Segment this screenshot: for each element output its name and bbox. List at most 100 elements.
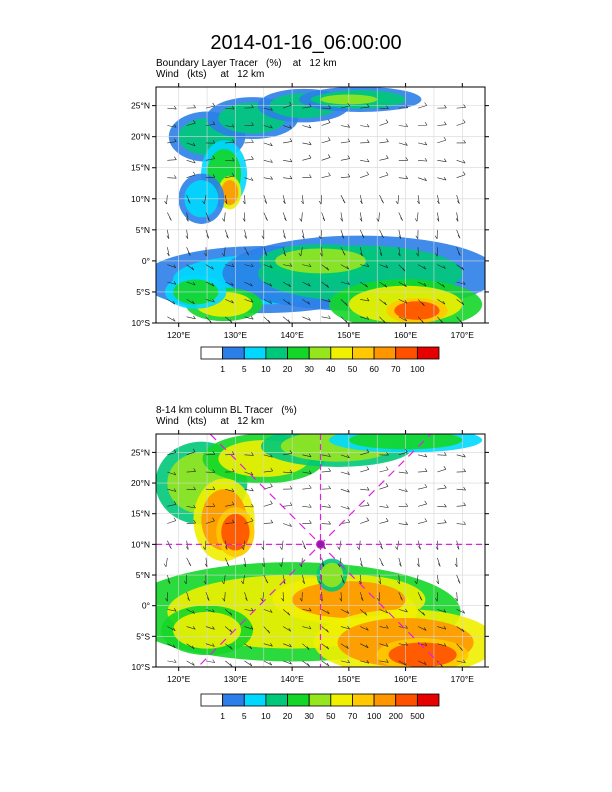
wind-barb-flag [250,316,254,320]
wind-barb-flag [366,316,370,320]
wind-barb [281,540,284,550]
wind-barb-flag [224,546,228,550]
wind-barb-flag [289,660,292,665]
wind-barb-flag [326,629,329,633]
wind-barb-flag [405,123,408,127]
wind-barb [186,451,196,456]
wind-barb [244,626,254,630]
wind-barb-flag [212,626,215,630]
wind-barb [263,557,265,567]
wind-barb [360,159,370,163]
x-tick-label: 120°E [167,330,191,340]
colorbar-label: 10 [261,711,271,721]
wind-barb [360,316,369,320]
wind-barb [360,660,369,664]
wind-barb [186,609,195,614]
wind-barb-flag [251,503,254,508]
wind-barb-flag [308,453,312,457]
wind-barb [321,557,325,567]
wind-barb-flag [173,627,176,631]
wind-barb [186,174,196,178]
wind-barb [263,454,273,458]
wind-barb-flag [306,646,310,650]
wind-barb [340,626,350,630]
wind-barb-flag [192,662,195,666]
wind-barb-flag [251,607,254,612]
wind-barb-flag [361,234,365,239]
wind-barb-flag [386,625,389,629]
wind-barb [167,125,177,128]
colorbar-label: 50 [326,711,336,721]
wind-barb-flag [288,301,291,305]
wind-barb [340,454,350,459]
wind-barb [282,194,286,204]
wind-barb-flag [424,500,427,505]
wind-barb-flag [221,580,225,585]
colorbar-label: 5 [242,711,247,721]
y-tick-label: 20°N [131,132,150,142]
wind-barb [224,212,226,222]
wind-barb-flag [385,171,389,176]
wind-barb [398,177,408,179]
wind-barb-flag [191,266,195,271]
wind-barb [243,540,245,550]
wind-barb [320,575,322,585]
wind-barb-flag [212,155,216,159]
wind-barb-flag [337,546,340,550]
wind-barb-flag [231,139,235,143]
wind-barb [456,264,464,271]
wind-barb [205,557,208,567]
wind-barb [456,159,466,164]
wind-barb-flag [441,320,444,323]
wind-barb-flag [231,519,235,523]
wind-barb [321,157,331,161]
colorbar-label: 20 [283,364,293,374]
wind-barb [321,247,323,257]
wind-barb-flag [193,315,196,319]
wind-barb [437,139,447,144]
wind-barb [417,195,420,205]
y-tick-label: 15°N [131,509,150,519]
wind-barb [417,454,427,458]
wind-barb [321,592,323,602]
wind-barb [225,504,235,507]
wind-barb [300,247,303,257]
wind-barb [398,316,407,322]
wind-barb [321,660,330,667]
wind-barb [167,229,170,239]
wind-barb-flag [229,319,233,323]
wind-barb [398,451,408,456]
wind-barb [397,540,400,550]
wind-barb [186,471,196,473]
wind-barb-flag [444,503,447,508]
wind-barb [437,194,440,204]
wind-barb-flag [395,546,398,550]
wind-barb-flag [231,451,235,455]
wind-barb-flag [166,235,170,239]
wind-barb [340,176,350,178]
wind-barb-flag [251,104,254,108]
wind-barb-flag [405,642,408,646]
wind-barb-flag [270,642,273,647]
wind-barb [263,609,273,613]
wind-barb [186,122,196,126]
wind-barb-flag [192,626,196,630]
wind-barb [360,106,370,109]
wind-barb-flag [346,645,349,649]
wind-barb-flag [405,157,409,161]
wind-barb-flag [318,200,322,205]
wind-barb [340,660,350,664]
wind-barb-flag [250,471,254,476]
wind-barb [282,281,291,288]
wind-barb [398,488,408,493]
wind-barb [224,195,228,204]
wind-barb [359,194,363,204]
wind-barb-flag [206,597,210,601]
wind-barb-flag [443,265,446,269]
wind-barb-flag [299,598,303,602]
wind-barb-flag [402,267,406,272]
y-tick-label: 5°N [136,570,150,580]
wind-barb-flag [173,501,177,505]
colorbar-label: 1 [220,364,225,374]
wind-barb-flag [463,468,466,472]
